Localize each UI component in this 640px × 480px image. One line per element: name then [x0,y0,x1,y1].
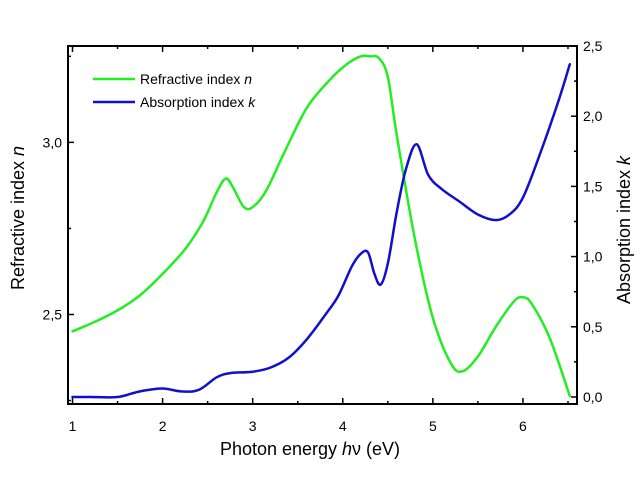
tick-labels: 1 2 3 4 5 6 2,5 3,0 0,0 0,5 1,0 1,5 2,0 2,5 [43,38,603,434]
x-tick-label: 3 [249,418,257,434]
y-left-tick-label: 3,0 [43,134,63,150]
x-tick-label: 6 [519,418,527,434]
tick-marks [68,45,577,404]
series-lines [71,54,572,399]
y-left-tick-label: 2,5 [43,307,63,323]
series-line-absorption-index [71,63,572,399]
series-line-refractive-index [71,54,572,398]
legend-label-absorption-index: Absorption index k [140,94,256,110]
y-axis-right-title: Absorption index k [614,155,634,304]
legend-label-refractive-index: Refractive index n [140,71,252,87]
x-tick-label: 2 [159,418,167,434]
y-right-tick-label: 1,5 [583,178,603,194]
plot-frame [67,45,578,405]
y-right-tick-label: 2,0 [583,108,603,124]
x-tick-label: 1 [69,418,77,434]
y-right-tick-label: 0,0 [583,389,603,405]
x-tick-label: 5 [429,418,437,434]
y-right-tick-label: 2,5 [583,38,603,54]
y-right-tick-label: 1,0 [583,249,603,265]
x-axis-title: Photon energy hν (eV) [220,439,400,459]
legend: Refractive index n Absorption index k [93,71,256,110]
x-tick-label: 4 [339,418,347,434]
y-right-tick-label: 0,5 [583,319,603,335]
y-axis-left-title: Refractive index n [8,146,28,290]
